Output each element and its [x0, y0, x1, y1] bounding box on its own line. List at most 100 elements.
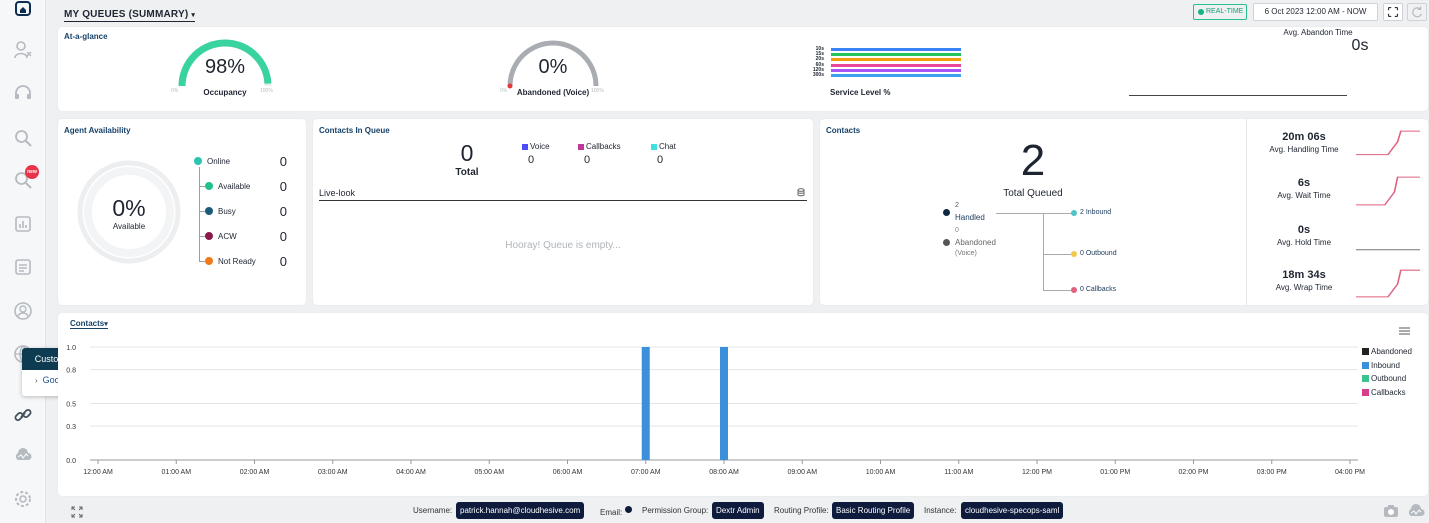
service-level-row: 10s — [806, 46, 966, 53]
refresh-button[interactable] — [1407, 3, 1427, 21]
abandoned-dot — [943, 239, 950, 246]
abandoned-label: Abandoned (Voice) — [516, 88, 590, 97]
queue-view-dropdown[interactable]: MY QUEUES (SUMMARY) ▾ — [64, 9, 196, 22]
instance-chip: cloudhesive-specops-saml — [961, 502, 1064, 519]
channel-voice: Voice — [522, 142, 550, 151]
legend-item-inbound[interactable]: Inbound — [1362, 361, 1400, 370]
headset-icon[interactable] — [13, 83, 33, 103]
fullscreen-button[interactable] — [1383, 3, 1403, 21]
cloud-icon[interactable] — [13, 445, 33, 465]
contacts-total-value: 2 — [1020, 136, 1046, 185]
availability-tree-branch — [199, 261, 205, 262]
x-tick-label: 04:00 AM — [396, 469, 426, 476]
channel-count: 0 — [528, 154, 535, 166]
search-new-icon[interactable] — [13, 170, 33, 190]
legend-label: Inbound — [1371, 360, 1400, 370]
branch-label: 0 Callbacks — [1080, 286, 1117, 293]
contacts-in-queue-card: Contacts In Queue 0 Total Voice 0 Callback… — [313, 119, 813, 305]
x-tick-label: 01:00 AM — [161, 469, 191, 476]
kpi-sparkline — [1356, 249, 1420, 251]
legend-item-outbound[interactable]: Outbound — [1362, 374, 1406, 383]
x-tick-label: 12:00 AM — [83, 469, 113, 476]
profile-icon[interactable] — [13, 301, 33, 321]
y-tick-label: 0.0 — [66, 458, 76, 465]
cloud-status-icon[interactable] — [1407, 504, 1425, 523]
kpi-sparkline-path — [1356, 269, 1420, 298]
agents-icon[interactable] — [13, 40, 33, 60]
kpi-divider — [1246, 119, 1247, 305]
legend-item-abandoned[interactable]: Abandoned — [1362, 347, 1412, 356]
availability-label: Available — [112, 222, 146, 231]
status-label: Not Ready — [218, 257, 256, 266]
status-count: 0 — [279, 204, 287, 219]
kpi-label: Avg. Wrap Time — [1275, 283, 1333, 292]
routing-chip: Basic Routing Profile — [832, 502, 915, 519]
channel-label: Chat — [659, 142, 676, 151]
abandoned-count-sub: (Voice) — [955, 250, 977, 257]
chart-metric-dropdown[interactable]: Contacts▾ — [70, 319, 108, 329]
expand-icon[interactable] — [71, 505, 83, 523]
availability-tree-branch — [199, 211, 205, 212]
refresh-icon — [1412, 6, 1423, 18]
branch-label: 2 Inbound — [1080, 209, 1112, 216]
sidebar: new — [0, 0, 46, 523]
custom-links-icon[interactable] — [13, 405, 33, 425]
username-chip: patrick.hannah@cloudhesive.com — [456, 502, 585, 519]
chart-menu-icon[interactable] — [1399, 322, 1410, 340]
database-icon[interactable] — [797, 188, 805, 199]
branch-vertical-line — [1043, 213, 1044, 291]
bar-inbound[interactable] — [720, 347, 728, 460]
x-tick-label: 09:00 AM — [787, 469, 817, 476]
search-icon[interactable] — [13, 128, 33, 148]
service-level-row-label: 20s — [815, 56, 824, 63]
kpi-sparkline — [1356, 130, 1420, 156]
contacts-bar-chart: 0.0 0.3 0.5 0.8 1.0 12:00 AM 01:00 AM 02:00 AM 0… — [66, 345, 1365, 476]
kpi-value: 18m 34s — [1282, 269, 1326, 281]
x-tick-label: 10:00 AM — [866, 469, 896, 476]
abandoned-count-label: Abandoned — [955, 238, 996, 247]
kpi-sparkline-path — [1356, 130, 1420, 156]
settings-icon[interactable] — [13, 489, 33, 509]
channel-count: 0 — [584, 154, 591, 166]
status-label: Online — [207, 157, 231, 166]
at-a-glance-title: At-a-glance — [64, 32, 108, 41]
custom-link-google[interactable]: ›Google — [22, 370, 99, 385]
occupancy-value: 98% — [204, 56, 246, 78]
routing-label: Routing Profile: — [774, 506, 829, 515]
service-level-bar — [831, 63, 961, 67]
service-level-bar — [831, 53, 961, 57]
kpi-value: 0s — [1297, 224, 1311, 236]
status-dot-online — [194, 157, 202, 165]
report-icon[interactable] — [13, 214, 33, 234]
x-tick-label: 12:00 PM — [1022, 469, 1052, 476]
bar-inbound[interactable] — [641, 347, 650, 460]
realtime-badge[interactable]: REAL-TIME — [1193, 4, 1247, 20]
branch-dot — [1071, 210, 1077, 216]
date-range-picker[interactable]: 6 Oct 2023 12:00 AM - NOW — [1253, 3, 1378, 21]
occupancy-min: 0% — [171, 88, 179, 94]
branch-line — [1043, 213, 1071, 214]
kpi-label: Avg. Hold Time — [1276, 238, 1332, 247]
document-icon[interactable] — [13, 257, 33, 277]
legend-item-callbacks[interactable]: Callbacks — [1362, 388, 1406, 397]
y-tick-label: 1.0 — [66, 345, 76, 352]
service-level-row-label: 300s — [812, 72, 824, 78]
contacts-card: Contacts 2 Total Queued 2 Handled 0 Aban… — [820, 119, 1428, 305]
branch-dot — [1071, 251, 1077, 257]
abandoned-value: 0% — [538, 56, 568, 78]
availability-donut — [77, 160, 181, 264]
home-icon[interactable] — [13, 0, 33, 20]
branch-line — [1043, 254, 1071, 255]
service-level-bar — [831, 48, 961, 51]
service-level-label: Service Level % — [830, 88, 891, 97]
service-level-row: 120s — [806, 67, 966, 74]
camera-icon[interactable] — [1383, 504, 1399, 523]
x-tick-label: 04:00 PM — [1335, 469, 1365, 476]
live-look-header: Live-look — [319, 188, 807, 201]
kpi-sparkline — [1356, 176, 1420, 206]
channel-swatch — [651, 143, 657, 150]
x-tick-label: 01:00 PM — [1100, 469, 1130, 476]
avg-abandon-label: Avg. Abandon Time — [1283, 28, 1353, 37]
legend-label: Outbound — [1371, 374, 1407, 383]
x-tick-label: 02:00 PM — [1179, 469, 1209, 476]
